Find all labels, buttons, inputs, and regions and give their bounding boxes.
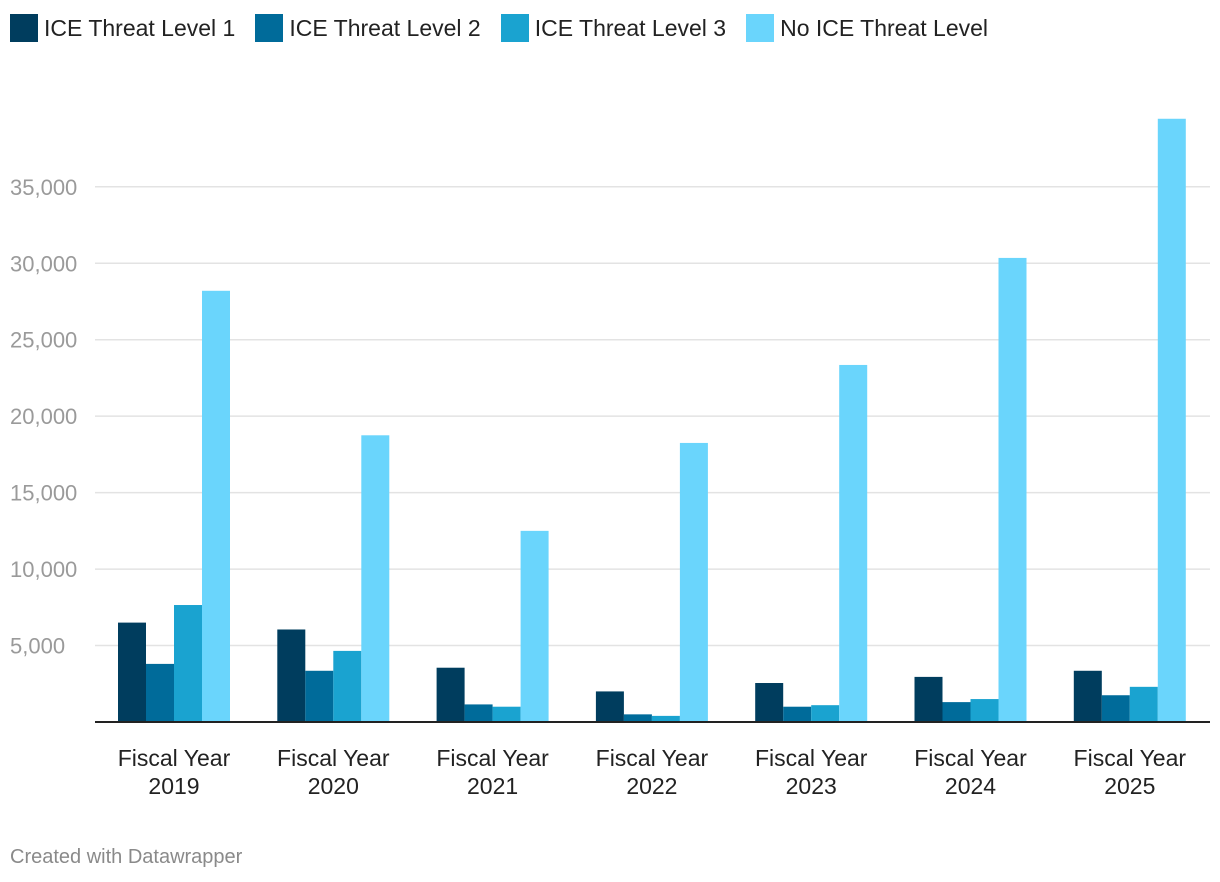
- legend: ICE Threat Level 1 ICE Threat Level 2 IC…: [10, 12, 1008, 44]
- x-tick-label-2019-line-1: Fiscal Year: [118, 745, 231, 771]
- bar-2022-series-4: [679, 442, 708, 722]
- bar-2022-series-3: [651, 715, 680, 722]
- legend-item-level-1: ICE Threat Level 1: [10, 14, 235, 42]
- bar-2023-series-2: [783, 706, 812, 722]
- x-tick-label-2023-line-2: 2023: [786, 773, 837, 799]
- x-tick-label-2025-line-1: Fiscal Year: [1074, 745, 1187, 771]
- bar-2019-series-3: [174, 605, 202, 722]
- x-tick-label-2024-line-2: 2024: [945, 773, 996, 799]
- x-tick-label-2024-line-1: Fiscal Year: [914, 745, 1027, 771]
- bar-2024-series-2: [942, 702, 971, 722]
- bar-2025-series-3: [1129, 686, 1158, 722]
- bar-2025-series-2: [1101, 695, 1130, 722]
- bar-2020-series-1: [277, 629, 306, 722]
- bar-2019-series-4: [202, 290, 230, 722]
- y-tick-label-20000: 20,000: [10, 404, 77, 429]
- legend-label-no-level: No ICE Threat Level: [780, 14, 989, 41]
- bar-2023-series-4: [839, 364, 868, 722]
- axis-layer: 5,000 10,000 15,000 20,000 25,000 30,000 35,00…: [10, 175, 1210, 799]
- bar-2025-series-4: [1157, 118, 1186, 723]
- legend-label-level-1: ICE Threat Level 1: [44, 14, 236, 41]
- bar-2024-series-3: [970, 699, 999, 722]
- bar-2021-series-3: [492, 706, 521, 722]
- legend-item-level-2: ICE Threat Level 2: [255, 14, 481, 42]
- x-tick-label-2019-line-2: 2019: [148, 773, 199, 799]
- legend-swatch-level-3: [500, 14, 529, 42]
- bar-2022-series-1: [595, 691, 624, 722]
- y-tick-label-30000: 30,000: [10, 251, 77, 276]
- bar-2022-series-2: [623, 714, 652, 722]
- x-tick-label-2020-line-1: Fiscal Year: [277, 745, 390, 771]
- datawrapper-credit: Created with Datawrapper: [10, 846, 243, 868]
- y-tick-label-5000: 5,000: [10, 634, 65, 659]
- x-tick-label-2022-line-1: Fiscal Year: [596, 745, 709, 771]
- x-tick-label-2025-line-2: 2025: [1104, 773, 1155, 799]
- bar-2019-series-1: [118, 622, 146, 722]
- x-tick-label-2022-line-2: 2022: [626, 773, 677, 799]
- legend-item-level-3: ICE Threat Level 3: [500, 14, 727, 42]
- legend-label-level-3: ICE Threat Level 3: [534, 14, 727, 41]
- bar-2024-series-4: [998, 257, 1027, 722]
- legend-label-level-2: ICE Threat Level 2: [289, 14, 481, 41]
- legend-swatch-no-level: [746, 14, 775, 42]
- bar-2019-series-2: [146, 663, 174, 722]
- grid-layer: [95, 186, 1210, 647]
- x-tick-label-2021-line-1: Fiscal Year: [436, 745, 549, 771]
- bar-2025-series-1: [1073, 670, 1102, 722]
- bar-2020-series-2: [305, 670, 334, 722]
- legend-item-no-level: No ICE Threat Level: [746, 14, 988, 42]
- bar-2021-series-4: [520, 530, 549, 722]
- bar-2020-series-3: [333, 650, 362, 722]
- y-tick-label-10000: 10,000: [10, 557, 77, 582]
- legend-swatch-level-1: [10, 14, 38, 42]
- y-tick-label-15000: 15,000: [10, 481, 77, 506]
- bars-layer: [118, 118, 1186, 723]
- bar-2021-series-2: [464, 704, 493, 722]
- x-tick-label-2020-line-2: 2020: [308, 773, 359, 799]
- bar-2021-series-1: [436, 667, 465, 722]
- y-tick-label-35000: 35,000: [10, 175, 77, 200]
- bar-2023-series-1: [755, 683, 784, 722]
- x-tick-label-2021-line-2: 2021: [467, 773, 518, 799]
- bar-2024-series-1: [914, 676, 943, 722]
- bar-2023-series-3: [811, 705, 840, 722]
- bar-2020-series-4: [361, 435, 390, 722]
- x-tick-label-2023-line-1: Fiscal Year: [755, 745, 868, 771]
- y-tick-label-25000: 25,000: [10, 328, 77, 353]
- legend-swatch-level-2: [255, 14, 284, 42]
